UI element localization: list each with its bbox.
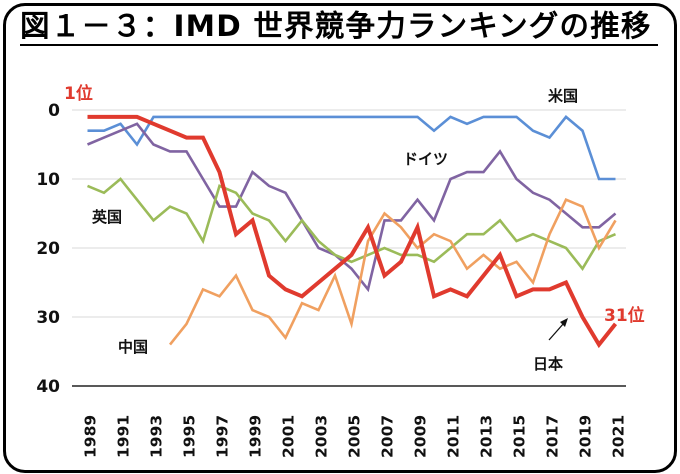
- japan-last-rank-label: 31位: [604, 305, 645, 326]
- series-line-uk: [86, 177, 617, 271]
- chart-frame: [3, 3, 677, 473]
- series-label-china: 中国: [118, 338, 148, 356]
- x-tick-label: 2021: [610, 415, 628, 458]
- series-line-us: [87, 115, 616, 181]
- x-tick-label: 1997: [214, 415, 232, 458]
- x-tick-label: 1991: [115, 415, 133, 458]
- y-tick-label: 30: [36, 308, 60, 328]
- chart-title: 図１－３：IMD 世界競争力ランキングの推移: [20, 8, 658, 46]
- x-axis-ticks: 1989 1991 1993 1995 1997 1999 2001 2003 2005 2007…: [82, 415, 628, 458]
- series-lines: [86, 114, 618, 349]
- x-tick-label: 2019: [577, 415, 595, 458]
- x-tick-label: 1989: [82, 415, 100, 458]
- x-tick-label: 1993: [148, 415, 166, 458]
- y-tick-label: 40: [36, 377, 60, 397]
- x-tick-label: 2007: [379, 415, 397, 458]
- series-label-germany: ドイツ: [403, 150, 448, 168]
- x-tick-label: 1999: [247, 415, 265, 458]
- y-tick-label: 20: [36, 239, 60, 259]
- x-tick-label: 2013: [478, 415, 496, 458]
- y-tick-label: 0: [48, 101, 60, 121]
- y-axis-ticks: 0 10 20 30 40: [36, 101, 60, 397]
- series-line-germany: [86, 122, 617, 293]
- x-tick-label: 2015: [511, 415, 529, 458]
- x-tick-label: 2003: [313, 415, 331, 458]
- series-label-uk: 英国: [92, 208, 122, 226]
- x-tick-label: 2011: [445, 415, 463, 458]
- series-label-us: 米国: [548, 87, 578, 105]
- annotations: 1位 31位 米国 ドイツ 英国 中国 日本: [64, 83, 645, 373]
- y-tick-label: 10: [36, 170, 60, 190]
- x-tick-label: 1995: [181, 415, 199, 458]
- x-tick-label: 2017: [544, 415, 562, 458]
- gridlines: [72, 109, 626, 387]
- x-tick-label: 2009: [412, 415, 430, 458]
- series-line-japan: [87, 114, 618, 349]
- japan-arrow-line: [548, 322, 565, 341]
- japan-arrow-head-icon: [560, 318, 568, 327]
- x-tick-label: 2001: [280, 415, 298, 458]
- japan-first-rank-label: 1位: [64, 83, 93, 104]
- series-line-china: [168, 198, 617, 346]
- series-label-japan: 日本: [533, 355, 563, 373]
- x-tick-label: 2005: [346, 415, 364, 458]
